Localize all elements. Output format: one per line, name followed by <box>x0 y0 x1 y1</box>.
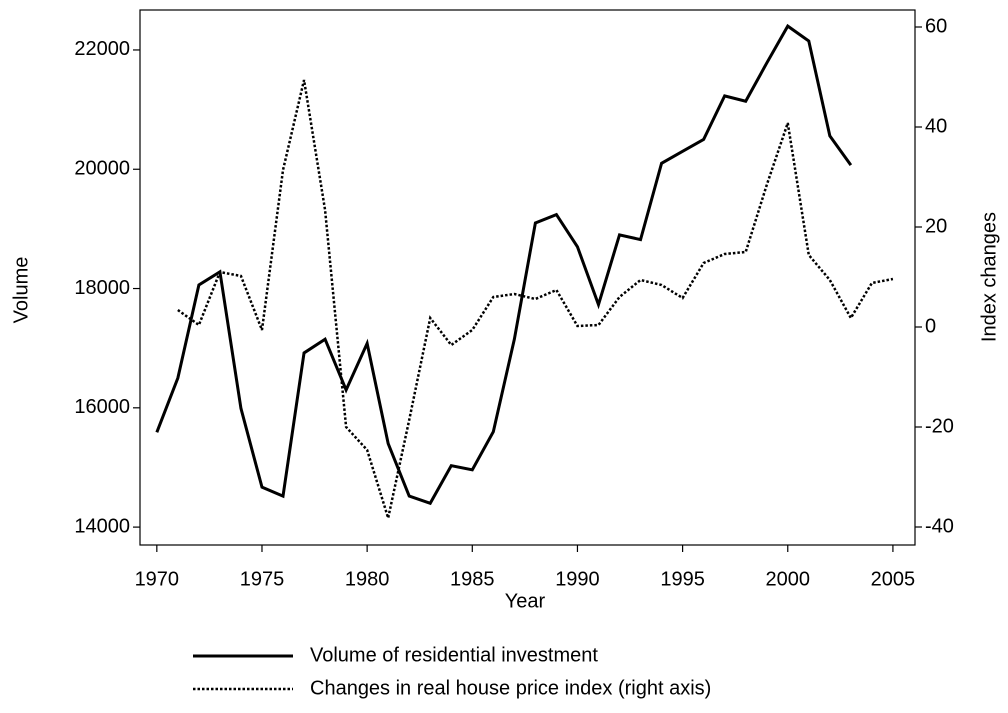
x-tick-label: 1975 <box>240 568 285 590</box>
y2-tick-label: 20 <box>925 215 947 237</box>
plot-frame <box>139 9 916 546</box>
y2-tick-label: 0 <box>925 315 936 337</box>
x-axis-title: Year <box>505 590 546 612</box>
x-tick-label: 2000 <box>766 568 811 590</box>
y2-axis-title: Index changes <box>978 212 1000 342</box>
x-tick-label: 1970 <box>135 568 180 590</box>
x-tick-label: 1990 <box>555 568 600 590</box>
y-tick-label: 22000 <box>74 38 130 60</box>
legend-label: Volume of residential investment <box>310 644 598 666</box>
legend-label: Changes in real house price index (right… <box>310 677 711 699</box>
y-axis-title: Volume <box>10 257 32 324</box>
data-line <box>155 23 853 506</box>
y-tick-label: 20000 <box>74 158 130 180</box>
x-tick-label: 1995 <box>660 568 705 590</box>
data-line <box>177 79 894 523</box>
x-tick-label: 1985 <box>450 568 495 590</box>
y2-tick-label: 40 <box>925 115 947 137</box>
y-tick-label: 18000 <box>74 277 130 299</box>
y-tick-label: 16000 <box>74 396 130 418</box>
x-tick-label: 2005 <box>871 568 916 590</box>
y2-tick-label: -20 <box>925 415 954 437</box>
y-tick-label: 14000 <box>74 515 130 537</box>
y2-tick-label: -40 <box>925 515 954 537</box>
x-tick-label: 1980 <box>345 568 390 590</box>
y2-tick-label: 60 <box>925 15 947 37</box>
